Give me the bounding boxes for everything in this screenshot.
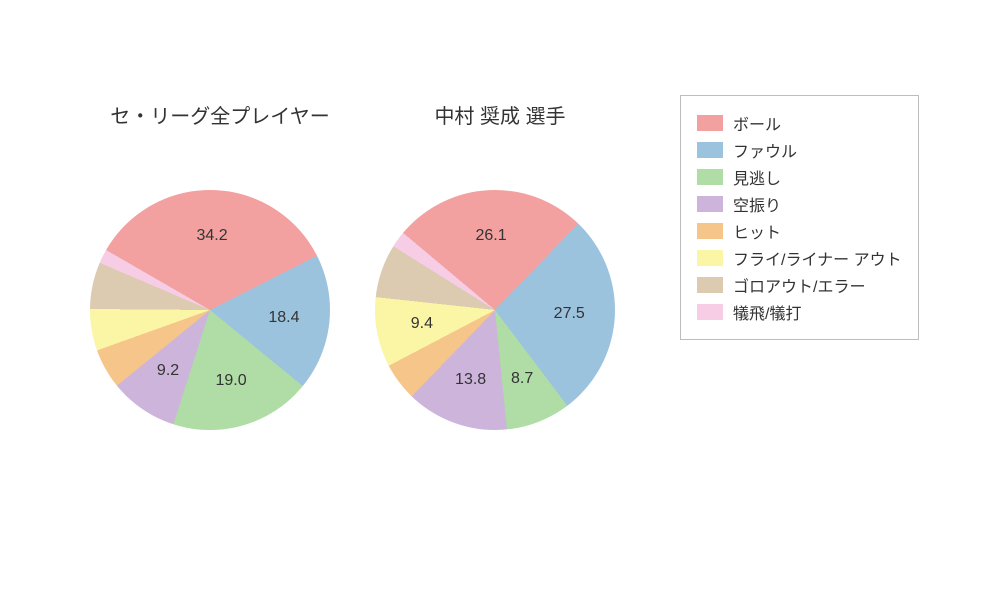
legend: ボールファウル見逃し空振りヒットフライ/ライナー アウトゴロアウト/エラー犠飛/…	[680, 95, 919, 340]
pie-disc-league	[90, 190, 330, 430]
legend-swatch-foul	[697, 142, 723, 158]
pie-disc-player	[375, 190, 615, 430]
legend-label-hit: ヒット	[733, 219, 781, 243]
legend-item-sac: 犠飛/犠打	[697, 300, 902, 324]
legend-label-sac: 犠飛/犠打	[733, 300, 801, 324]
chart-title-league: セ・リーグ全プレイヤー	[80, 100, 360, 129]
pie-player	[375, 190, 615, 430]
pie-league	[90, 190, 330, 430]
legend-label-flyliner: フライ/ライナー アウト	[733, 246, 902, 270]
legend-swatch-sac	[697, 304, 723, 320]
legend-swatch-ball	[697, 115, 723, 131]
legend-item-hit: ヒット	[697, 219, 902, 243]
legend-item-swing: 空振り	[697, 192, 902, 216]
legend-label-look: 見逃し	[733, 165, 781, 189]
legend-item-foul: ファウル	[697, 138, 902, 162]
legend-swatch-hit	[697, 223, 723, 239]
legend-label-ground: ゴロアウト/エラー	[733, 273, 865, 297]
legend-label-ball: ボール	[733, 111, 781, 135]
legend-item-flyliner: フライ/ライナー アウト	[697, 246, 902, 270]
legend-swatch-flyliner	[697, 250, 723, 266]
legend-item-ground: ゴロアウト/エラー	[697, 273, 902, 297]
legend-label-swing: 空振り	[733, 192, 781, 216]
chart-stage: セ・リーグ全プレイヤー34.218.419.09.2中村 奨成 選手26.127…	[0, 0, 1000, 600]
legend-swatch-ground	[697, 277, 723, 293]
legend-swatch-swing	[697, 196, 723, 212]
legend-label-foul: ファウル	[733, 138, 797, 162]
legend-item-look: 見逃し	[697, 165, 902, 189]
legend-swatch-look	[697, 169, 723, 185]
chart-title-player: 中村 奨成 選手	[360, 100, 640, 129]
legend-item-ball: ボール	[697, 111, 902, 135]
